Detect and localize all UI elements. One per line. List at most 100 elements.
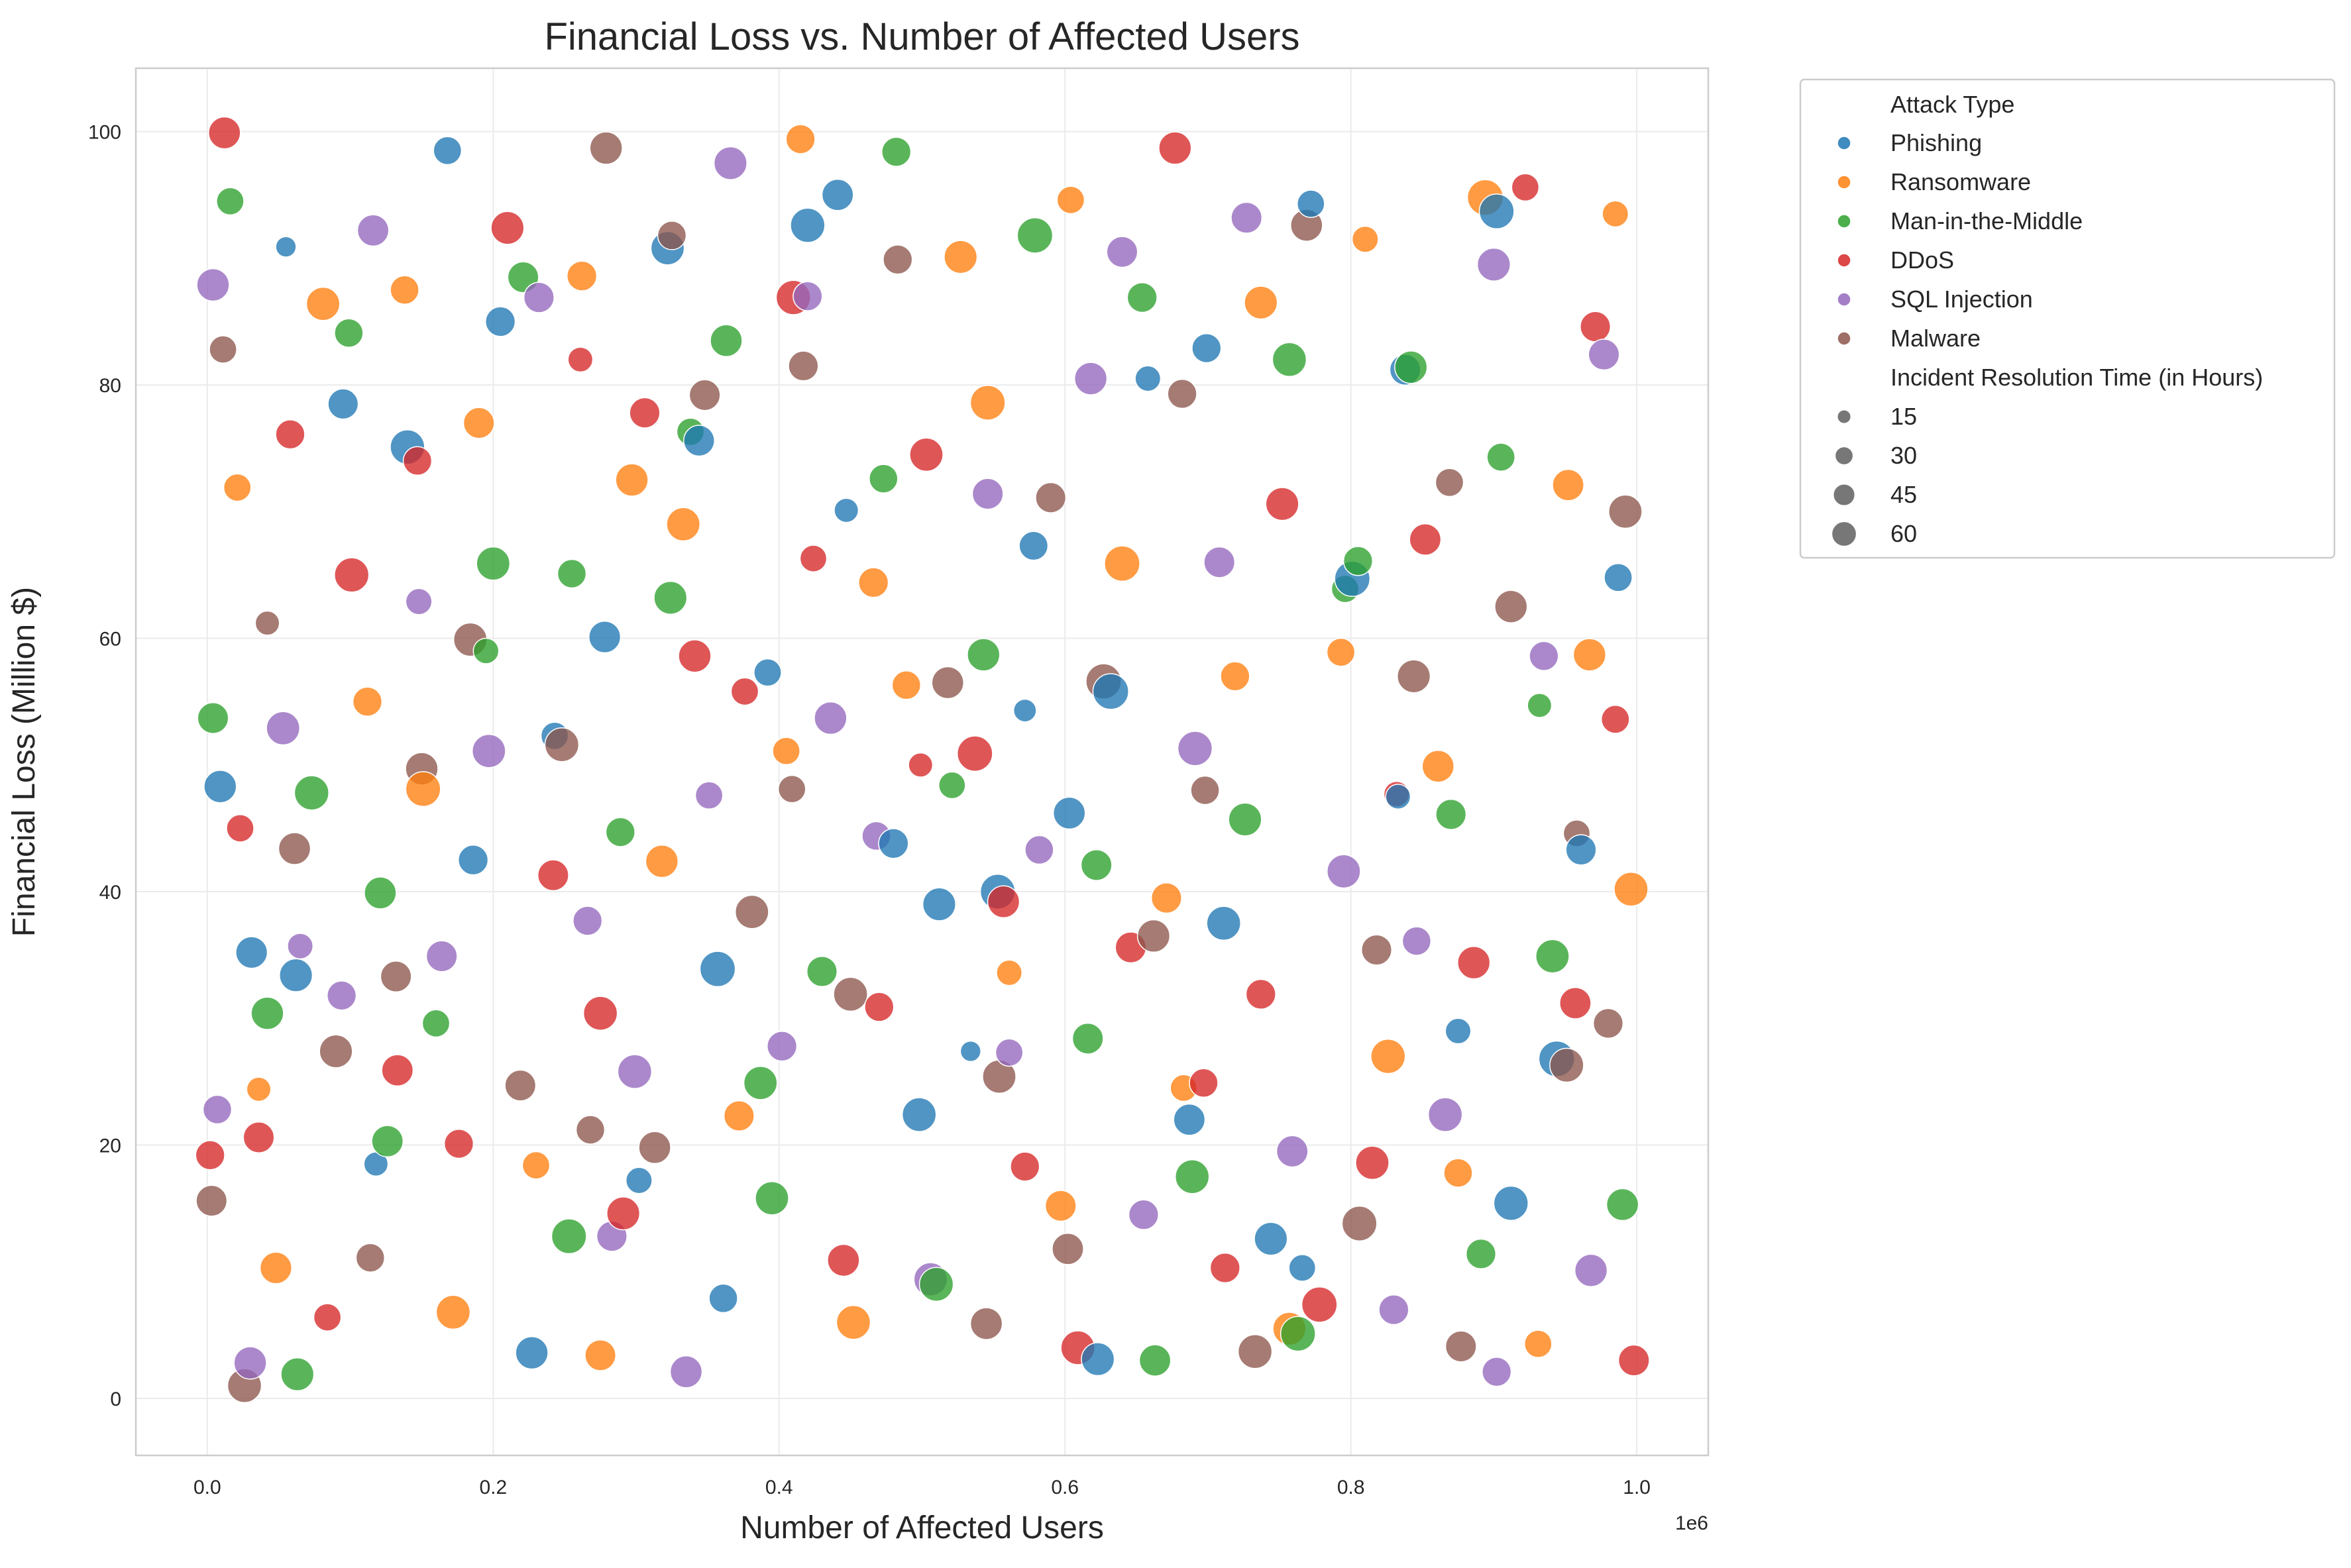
data-point (203, 770, 237, 804)
data-point (908, 752, 934, 778)
data-point (435, 1294, 471, 1330)
data-point (688, 379, 721, 411)
data-point (969, 384, 1006, 421)
data-point (589, 131, 623, 165)
data-point (605, 817, 635, 847)
data-point (275, 419, 305, 450)
data-point (1203, 546, 1236, 578)
legend-marker (1837, 214, 1851, 229)
legend-size-marker (1836, 409, 1852, 425)
data-point (1230, 201, 1263, 234)
data-point (730, 677, 759, 706)
data-point (334, 318, 364, 348)
data-point (1126, 282, 1158, 313)
data-point (743, 1065, 778, 1100)
data-point (1167, 378, 1197, 409)
data-point (1394, 350, 1428, 384)
data-point (246, 1076, 272, 1102)
data-point (1071, 1022, 1104, 1055)
data-point (1445, 1330, 1477, 1363)
data-point (1288, 1254, 1317, 1282)
data-point (280, 1357, 315, 1392)
data-point (1351, 225, 1379, 253)
legend-entry-label: DDoS (1890, 246, 1954, 274)
data-point (294, 775, 329, 811)
data-point (1012, 698, 1037, 723)
data-point (566, 260, 598, 291)
data-point (573, 906, 603, 936)
data-point (1018, 531, 1049, 561)
data-point (1016, 217, 1054, 254)
data-point (734, 894, 769, 929)
data-point (197, 702, 229, 734)
data-point (278, 832, 311, 865)
y-tick-label: 20 (99, 1135, 121, 1157)
data-point (806, 955, 838, 988)
data-points (195, 116, 1650, 1404)
data-point (575, 1115, 606, 1145)
data-point (833, 976, 868, 1012)
data-point (1535, 939, 1570, 974)
data-point (287, 933, 314, 960)
data-point (1445, 1018, 1472, 1045)
data-point (883, 244, 913, 275)
data-point (944, 240, 978, 274)
data-point (869, 464, 899, 494)
data-point (606, 1196, 641, 1231)
legend-frame (1799, 78, 2336, 559)
data-point (1494, 590, 1528, 623)
x-tick-label: 0.6 (1051, 1477, 1079, 1498)
x-tick-label: 1.0 (1623, 1477, 1651, 1498)
data-point (334, 557, 370, 593)
data-point (421, 1009, 451, 1038)
data-point (723, 1100, 755, 1132)
data-point (1104, 545, 1140, 582)
data-point (1272, 342, 1307, 378)
data-point (235, 936, 268, 969)
data-point (1527, 692, 1553, 718)
data-point (918, 1267, 954, 1302)
data-point (405, 588, 433, 615)
data-point (1476, 247, 1511, 282)
data-point (1370, 1038, 1406, 1074)
data-point (584, 1339, 617, 1371)
data-point (1427, 1097, 1463, 1132)
legend-size-marker (1831, 521, 1857, 547)
data-point (1136, 919, 1171, 953)
legend-marker (1837, 136, 1851, 150)
data-point (657, 221, 687, 250)
data-point (1443, 1158, 1473, 1188)
data-point (275, 236, 297, 258)
data-point (356, 214, 390, 247)
legend: Attack Type Incident Resolution Time (in… (1799, 78, 2336, 559)
data-point (1378, 1294, 1409, 1326)
data-point (1128, 1199, 1160, 1230)
data-point (319, 1034, 353, 1069)
data-point (683, 425, 715, 457)
data-point (1355, 1145, 1390, 1180)
data-point (1191, 333, 1222, 364)
data-point (1265, 487, 1299, 521)
data-point (326, 980, 357, 1011)
data-point (1549, 1047, 1584, 1083)
x-axis-label: Number of Affected Users (740, 1510, 1104, 1545)
data-point (858, 567, 889, 598)
data-point (254, 610, 280, 636)
data-point (390, 275, 419, 305)
data-point (243, 1122, 275, 1153)
data-point (1220, 661, 1250, 692)
data-point (266, 711, 301, 746)
data-point (1035, 482, 1067, 513)
data-point (694, 781, 724, 810)
data-point (1052, 1232, 1084, 1265)
data-point (504, 1069, 537, 1102)
data-point (457, 845, 489, 876)
data-point (216, 187, 245, 216)
data-point (380, 961, 412, 993)
y-tick-label: 60 (99, 629, 121, 651)
data-point (1150, 882, 1182, 914)
data-point (967, 638, 1001, 672)
data-point (1327, 854, 1361, 889)
data-point (1237, 1333, 1273, 1369)
data-point (710, 324, 743, 357)
